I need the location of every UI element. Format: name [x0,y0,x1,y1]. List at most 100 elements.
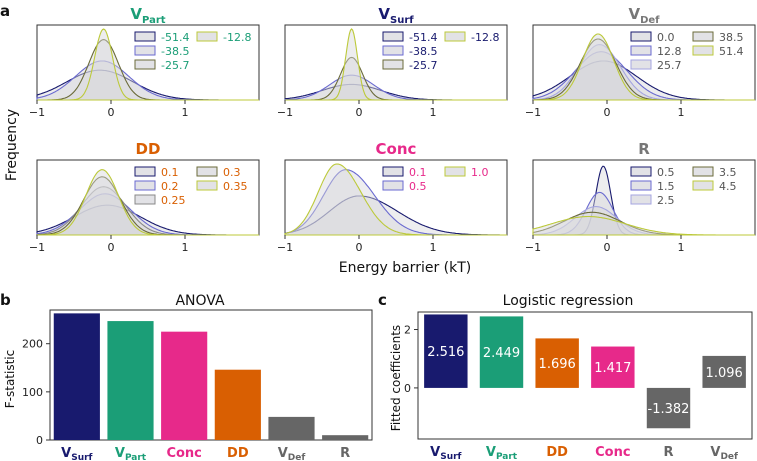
legend-label: 0.5 [657,166,675,179]
anova-bar-chart: 0 100 200 VSurf VPart Conc DD VDef R [22,309,373,461]
distribution-panel-dd: DD −1 0 1 0.10.20.25 0.30.35 [29,140,260,254]
legend-swatch [630,45,652,56]
frequency-axis-label: Frequency [4,109,20,181]
legend-label: 0.2 [161,180,179,193]
category-label-conc: Conc [595,445,630,460]
legend-swatch [692,31,714,42]
x-tick-label: 1 [182,241,189,254]
x-tick-label: 0 [604,106,611,119]
legend-item-51-4: -51.4 [134,31,189,44]
legend-swatch [692,180,714,191]
category-label-v-def: VDef [710,445,738,461]
category-label-v-part: VPart [486,445,518,461]
category-label-conc: Conc [166,446,201,461]
panel-title: VPart [130,5,165,26]
x-tick-label: 0 [108,241,115,254]
distribution-panel-r: R −1 0 1 0.51.52.5 3.54.5 [525,140,756,254]
legend-label: 4.5 [719,180,737,193]
legend-swatch [382,31,404,42]
bar-value-label: 2.449 [483,346,520,361]
legend-swatch [134,45,156,56]
plot-frame [417,311,753,440]
x-tick-label: −1 [525,106,541,119]
legend-swatch [196,180,218,191]
legend-item-38-5: -38.5 [134,45,189,58]
legend-label: -38.5 [161,45,189,58]
panel-letter-c: c [378,291,387,309]
legend-label: 2.5 [657,194,675,207]
legend-item-1-0: 1.0 [444,166,489,179]
legend-label: -38.5 [409,45,437,58]
density-curve-0-35 [37,169,259,236]
bar-v-part [479,316,524,388]
legend-label: 38.5 [719,31,744,44]
legend-item-1-5: 1.5 [630,180,675,193]
bar-r [646,387,691,429]
panel-title: Conc [376,140,417,158]
legend-item-0-1: 0.1 [134,166,179,179]
x-tick-label: 0 [356,106,363,119]
legend-item-25-7: 25.7 [630,59,682,72]
legend-swatch [382,180,404,191]
density-curve-12-8 [37,28,259,101]
legend-swatch [630,166,652,177]
legend-label: 0.1 [409,166,427,179]
legend-label: -25.7 [409,59,437,72]
bar-value-label: 2.516 [427,345,464,360]
legend-swatch [134,180,156,191]
panel-title: DD [136,140,161,158]
legend-label: -12.8 [223,31,251,44]
bar-r [322,435,369,440]
legend-item-38-5: 38.5 [692,31,744,44]
anova-title: ANOVA [175,293,225,309]
legend-item-0-2: 0.2 [134,180,179,193]
x-tick-label: −1 [29,241,45,254]
bar-v-def [268,416,315,440]
bar-v-surf [424,314,468,388]
x-tick-label: 1 [182,106,189,119]
category-label-v-def: VDef [278,446,306,461]
legend-swatch [382,59,404,70]
density-curve-4-5 [532,215,755,236]
category-label-v-part: VPart [115,446,147,461]
legend-swatch [692,166,714,177]
legend-label: -25.7 [161,59,189,72]
x-tick-label: 0 [604,241,611,254]
x-tick-label: 1 [678,241,685,254]
legend-label: 0.35 [223,180,248,193]
panel-title: VDef [628,5,660,26]
legend-swatch [134,194,156,205]
logistic-title: Logistic regression [503,293,634,309]
legend-swatch [692,45,714,56]
logistic-bar-chart: 0 2 2.516 VSurf 2.449 VPart 1.696 DD 1.417 Conc -1… [404,311,753,461]
legend-item-4-5: 4.5 [692,180,737,193]
legend-swatch [134,31,156,42]
legend-swatch [196,166,218,177]
legend-label: 0.5 [409,180,427,193]
x-tick-label: 0 [356,241,363,254]
legend-swatch [630,59,652,70]
distribution-panel-v-part: VPart −1 0 1 -51.4-38.5-25.7 -12.8 [29,5,260,119]
y-tick-label: 2 [404,324,411,337]
panel-title: VSurf [378,5,414,26]
bar-value-label: 1.096 [706,366,743,381]
legend-label: 12.8 [657,45,682,58]
bar-dd [214,369,261,440]
bar-dd [535,338,579,388]
density-curve-12-8 [285,28,507,101]
legend-label: -12.8 [471,31,499,44]
legend-label: 25.7 [657,59,682,72]
bar-conc [591,346,635,388]
legend-item-12-8: -12.8 [444,31,499,44]
density-curve-1-0 [284,163,507,236]
legend-swatch [382,166,404,177]
legend-label: 0.3 [223,166,241,179]
legend-label: 51.4 [719,45,744,58]
density-curve-38-5 [284,74,507,101]
legend-item-25-7: -25.7 [382,59,437,72]
legend-item-0-35: 0.35 [196,180,248,193]
legend-label: 1.0 [471,166,489,179]
legend-item-0-0: 0.0 [630,31,675,44]
